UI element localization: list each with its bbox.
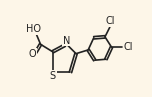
Text: S: S [50, 71, 56, 81]
Text: O: O [28, 49, 36, 59]
Text: N: N [63, 36, 70, 46]
Text: Cl: Cl [124, 42, 133, 52]
Text: Cl: Cl [106, 16, 115, 26]
Text: HO: HO [26, 24, 41, 34]
